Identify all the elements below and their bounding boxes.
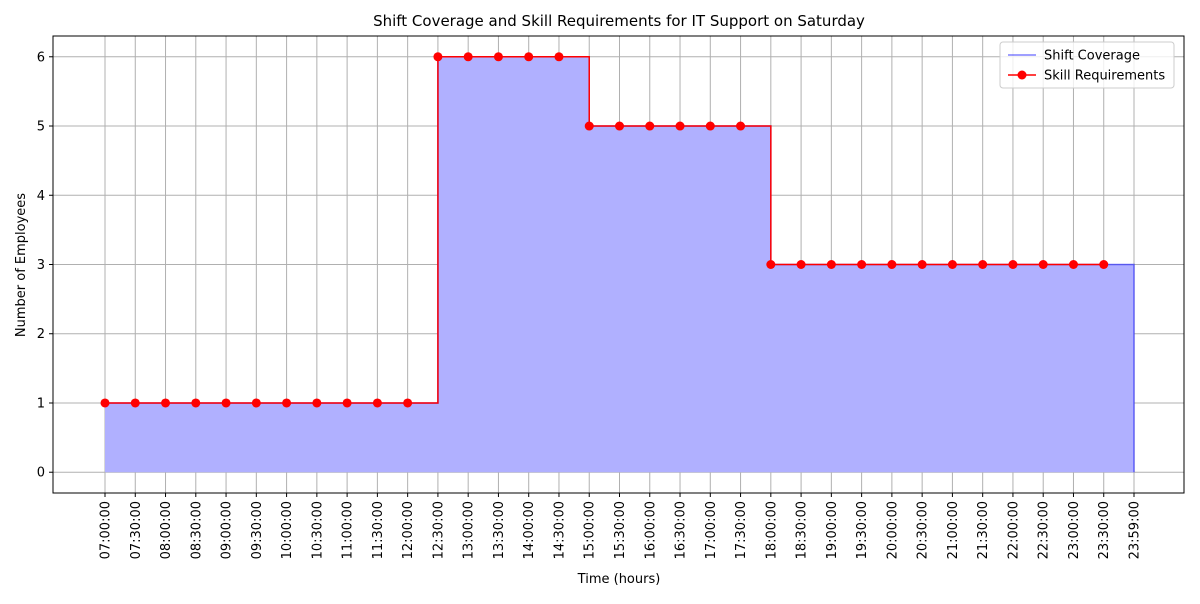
legend-frame <box>999 41 1175 89</box>
x-tick-label: 19:00:00 <box>825 501 840 559</box>
y-tick-label: 2 <box>37 327 45 342</box>
series-marker <box>917 260 927 269</box>
x-tick-label: 14:30:00 <box>552 501 567 559</box>
x-tick-label: 16:00:00 <box>643 501 658 559</box>
series-marker <box>493 52 503 62</box>
x-tick-label: 21:30:00 <box>976 501 991 559</box>
y-tick-label: 5 <box>37 120 45 135</box>
x-tick-label: 23:00:00 <box>1067 501 1082 559</box>
series-marker <box>615 121 624 131</box>
series-marker <box>554 52 564 62</box>
y-axis-label: Number of Employees <box>14 193 29 337</box>
series-marker <box>130 398 140 408</box>
series-marker <box>100 398 110 408</box>
series-marker <box>372 398 382 408</box>
y-tick-label: 6 <box>37 50 45 65</box>
legend-marker <box>1017 70 1027 80</box>
x-tick-label: 22:30:00 <box>1037 501 1052 559</box>
x-tick-label: 13:30:00 <box>492 501 507 559</box>
series-marker <box>463 52 473 62</box>
series-marker <box>736 121 746 131</box>
series-marker <box>191 398 201 408</box>
x-tick-label: 07:30:00 <box>129 501 144 559</box>
x-tick-label: 18:30:00 <box>795 501 810 559</box>
series-marker <box>766 260 776 269</box>
x-tick-label: 23:30:00 <box>1097 501 1112 559</box>
x-tick-label: 09:00:00 <box>220 501 235 559</box>
x-tick-label: 14:00:00 <box>522 501 537 559</box>
y-tick-label: 4 <box>37 189 45 204</box>
x-tick-label: 17:00:00 <box>704 501 719 559</box>
series-marker <box>1038 260 1048 269</box>
x-tick-label: 08:30:00 <box>189 501 204 559</box>
series-marker <box>978 260 988 269</box>
x-tick-label: 10:30:00 <box>310 501 325 559</box>
coverage-area <box>105 56 1134 473</box>
x-tick-label: 15:30:00 <box>613 501 628 559</box>
x-tick-label: 07:00:00 <box>99 501 114 559</box>
series-marker <box>1099 260 1109 269</box>
series-marker <box>1068 260 1078 269</box>
chart-title: Shift Coverage and Skill Requirements fo… <box>373 12 865 30</box>
series-marker <box>221 398 231 408</box>
series-marker <box>282 398 292 408</box>
series-marker <box>705 121 715 131</box>
series-marker <box>251 398 261 408</box>
series-marker <box>887 260 897 269</box>
x-tick-label: 11:00:00 <box>341 501 356 559</box>
x-tick-label: 18:00:00 <box>764 501 779 559</box>
series-marker <box>857 260 867 269</box>
series-marker <box>675 121 685 131</box>
plot-frame <box>52 35 1185 494</box>
series-marker <box>433 52 443 62</box>
series-marker <box>947 260 957 269</box>
x-tick-label: 11:30:00 <box>371 501 386 559</box>
y-tick-label: 3 <box>37 258 45 273</box>
legend-label: Skill Requirements <box>1044 69 1165 84</box>
series-marker <box>161 398 171 408</box>
series-marker <box>796 260 806 269</box>
series-marker <box>524 52 534 62</box>
x-tick-label: 23:59:00 <box>1128 501 1143 559</box>
series-marker <box>584 121 594 131</box>
series-marker <box>403 398 413 408</box>
x-tick-label: 19:30:00 <box>855 501 870 559</box>
x-tick-label: 08:00:00 <box>159 501 174 559</box>
series-marker <box>1008 260 1018 269</box>
x-axis-label: Time (hours) <box>577 572 661 587</box>
legend-label: Shift Coverage <box>1044 49 1140 64</box>
series-marker <box>826 260 836 269</box>
series-marker <box>342 398 352 408</box>
x-tick-label: 17:30:00 <box>734 501 749 559</box>
x-tick-label: 22:00:00 <box>1006 501 1021 559</box>
x-tick-label: 16:30:00 <box>674 501 689 559</box>
x-tick-label: 20:30:00 <box>916 501 931 559</box>
series-marker <box>312 398 322 408</box>
x-tick-label: 12:30:00 <box>431 501 446 559</box>
x-tick-label: 20:00:00 <box>885 501 900 559</box>
x-tick-label: 12:00:00 <box>401 501 416 559</box>
x-tick-label: 10:00:00 <box>280 501 295 559</box>
y-tick-label: 1 <box>37 396 45 411</box>
x-tick-label: 13:00:00 <box>462 501 477 559</box>
x-tick-label: 15:00:00 <box>583 501 598 559</box>
x-tick-label: 21:00:00 <box>946 501 961 559</box>
series-marker <box>645 121 655 131</box>
x-tick-label: 09:30:00 <box>250 501 265 559</box>
legend: Shift Coverage Skill Requirements <box>999 41 1175 89</box>
y-tick-label: 0 <box>37 466 45 481</box>
